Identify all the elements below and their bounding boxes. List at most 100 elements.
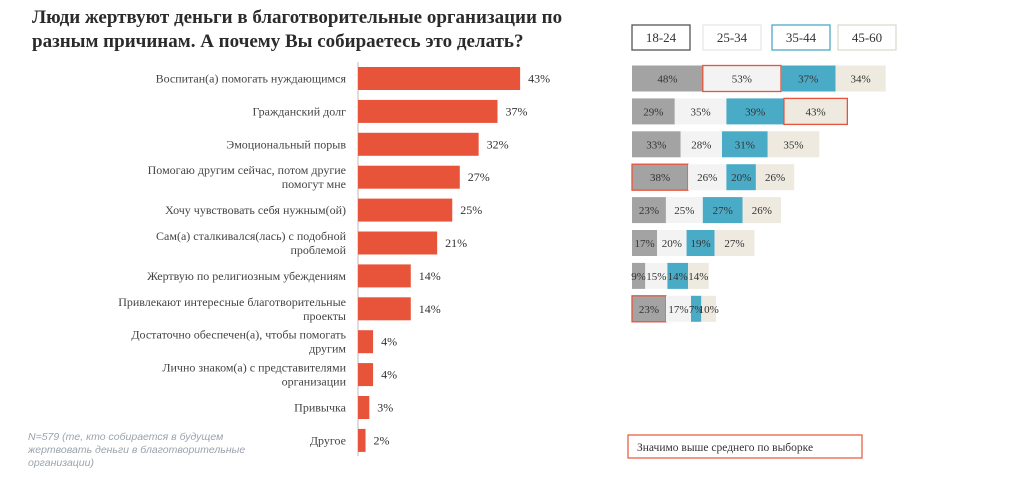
stack-segment (688, 262, 709, 289)
stack-segment (632, 98, 675, 125)
significance-legend-label: Значимо выше среднего по выборке (637, 442, 813, 454)
bar-value-label: 2% (374, 433, 390, 447)
bar-value-label: 14% (419, 302, 441, 316)
legend-box (771, 24, 831, 51)
age-legend: 18-24 25-34 35-44 45-60 (631, 24, 897, 51)
stack-segment-label: 25% (674, 205, 694, 217)
category-label: организации (282, 375, 347, 389)
age-stacked-chart: 48% 53% 37% 34% 29% 35% 39% 43% 33% 28% 31% 35% 38% 2… (631, 64, 886, 323)
stack-segment-label: 10% (699, 304, 719, 316)
stack-segment-label: 53% (732, 74, 752, 86)
stack-segment (632, 197, 666, 224)
stack-segment (726, 164, 756, 191)
bar-1 (358, 67, 521, 90)
stack-segment (835, 65, 886, 92)
stack-segment-label: 15% (646, 271, 666, 283)
stack-segment (742, 197, 781, 224)
stack-segment-label: 19% (691, 238, 711, 250)
legend-label: 45-60 (852, 30, 882, 45)
bar-6 (358, 231, 438, 255)
stack-segment (714, 230, 755, 256)
significance-legend: Значимо выше среднего по выборке (627, 434, 863, 459)
stack-segment-label: 17% (634, 238, 654, 250)
bar-value-label: 14% (419, 269, 441, 283)
bar-8 (358, 297, 411, 321)
stack-segment (631, 163, 689, 191)
bar-9 (358, 330, 374, 354)
stack-segment (688, 164, 727, 191)
category-label: Лично знаком(а) с представителями (162, 361, 346, 375)
bar-value-label: 27% (468, 170, 490, 184)
stack-segment-label: 23% (639, 205, 659, 217)
legend-label: 25-34 (717, 30, 748, 45)
stack-segment-label: 35% (783, 139, 803, 151)
stack-segment-label: 26% (765, 172, 785, 184)
stack-segment (767, 131, 820, 158)
category-label: Гражданский долг (252, 104, 346, 118)
category-label: Сам(а) сталкивался(лась) с подобной (156, 229, 347, 243)
stack-segment (632, 65, 703, 92)
main-bar-chart: 43% Воспитан(а) помогать нуждающимся 37% Гр… (118, 62, 550, 456)
stack-segment-label: 14% (668, 271, 688, 283)
stack-segment (780, 65, 836, 92)
category-label: другим (309, 342, 346, 356)
bar-11 (358, 396, 370, 419)
stack-segment (755, 164, 795, 191)
bar-value-label: 25% (460, 203, 482, 217)
stack-segment-label: 7% (689, 304, 704, 316)
category-label: Привлекают интересные благотворительные (118, 295, 346, 309)
stack-segment-label: 37% (798, 74, 818, 86)
stack-segment-label: 23% (639, 304, 659, 316)
chart-title: Люди жертвуют деньги в благотворительные… (32, 7, 563, 52)
stack-segment-label: 33% (646, 139, 666, 151)
stack-segment-label: 29% (643, 106, 663, 118)
stack-segment (702, 197, 743, 224)
category-label: проблемой (290, 243, 346, 257)
stack-segment-label: 28% (691, 139, 711, 151)
legend-box (702, 24, 762, 51)
stack-segment-label: 20% (662, 238, 682, 250)
stack-segment-label: 26% (697, 172, 717, 184)
stack-segment-label: 17% (668, 304, 688, 316)
bar-value-label: 21% (445, 236, 467, 250)
bar-5 (358, 198, 453, 222)
category-label: помогут мне (282, 177, 346, 191)
stack-segment (783, 97, 848, 126)
category-label: Воспитан(а) помогать нуждающимся (156, 72, 347, 86)
stack-segment-label: 14% (688, 271, 708, 283)
stack-segment-label: 27% (724, 238, 744, 250)
legend-box (837, 24, 897, 51)
bar-12 (358, 428, 366, 452)
bar-value-label: 3% (377, 401, 393, 415)
stack-segment (691, 295, 702, 322)
stack-segment (665, 197, 703, 224)
stack-segment-label: 27% (713, 205, 733, 217)
bar-3 (358, 132, 479, 156)
bar-7 (358, 264, 411, 288)
category-label: Достаточно обеспечен(а), чтобы помогать (131, 328, 346, 342)
stack-segment-label: 39% (745, 106, 765, 118)
stack-segment (632, 230, 658, 256)
stack-segment-label: 38% (650, 172, 670, 184)
category-label: Жертвую по религиозным убеждениям (147, 269, 346, 283)
stack-segment (701, 295, 717, 322)
bar-value-label: 32% (487, 137, 509, 151)
category-label: Другое (310, 433, 346, 447)
category-label: Привычка (294, 401, 347, 415)
bar-value-label: 37% (505, 104, 527, 118)
stack-segment (665, 295, 691, 322)
bar-value-label: 43% (528, 72, 550, 86)
stack-segment (667, 262, 689, 289)
category-label: Эмоциональный порыв (226, 137, 346, 151)
legend-box (631, 24, 691, 51)
bar-value-label: 4% (381, 335, 397, 349)
bar-2 (358, 99, 498, 123)
stack-segment (702, 64, 782, 93)
stack-segment-label: 20% (731, 172, 751, 184)
stack-segment (657, 230, 687, 256)
legend-label: 35-44 (786, 30, 817, 45)
sample-note: N=579 (те, кто собирается в будущем жерт… (28, 431, 246, 469)
stack-segment (632, 131, 681, 158)
stack-segment-label: 26% (752, 205, 772, 217)
